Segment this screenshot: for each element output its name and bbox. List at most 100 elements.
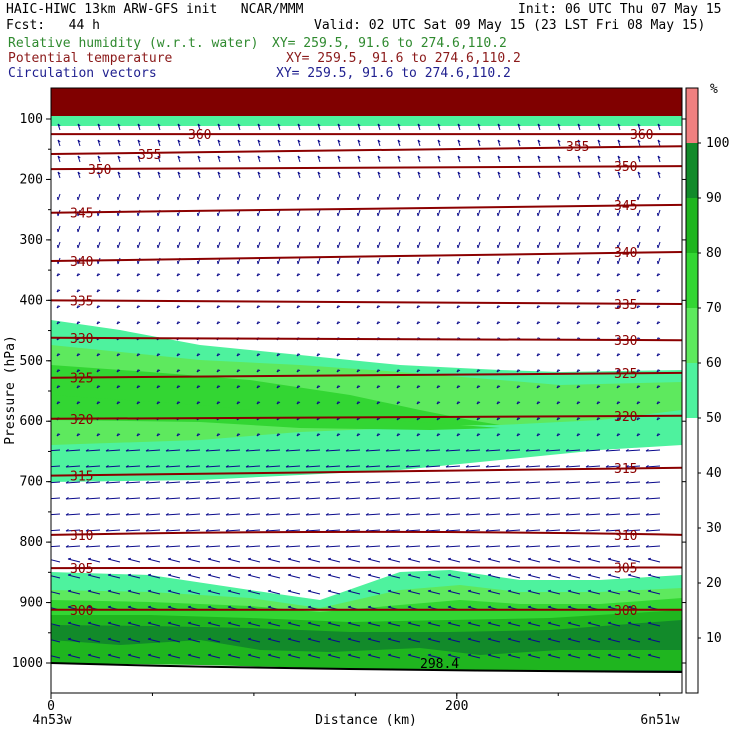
wind-vector [337,123,341,131]
wind-vector-head [46,465,49,467]
wind-vector [557,139,561,147]
wind-vector-head [225,512,229,516]
wind-vector-head [216,273,219,277]
wind-vector-head [377,155,381,159]
wind-vector-head [276,305,279,309]
wind-vector-head [447,557,452,560]
wind-vector-head [525,448,529,452]
wind-vector-head [405,496,409,500]
wind-vector [577,241,581,249]
wind-vector [97,241,101,249]
wind-vector-head [296,305,299,309]
wind-vector-head [525,480,529,484]
wind-vector [97,193,101,201]
wind-vector [517,225,521,233]
wind-vector-head [205,512,209,516]
wind-vector-head [327,573,332,576]
wind-vector-head [376,385,379,389]
wind-vector-head [176,321,179,325]
wind-vector-head [176,401,179,405]
wind-vector [385,513,401,516]
wind-vector-head [616,212,619,217]
wind-vector-head [125,496,129,500]
wind-vector-head [565,528,569,532]
wind-vector-head [396,321,399,325]
wind-vector-head [325,496,329,500]
wind-vector-head [625,464,629,468]
wind-vector [485,497,501,500]
wind-vector [357,171,361,179]
wind-vector [257,123,261,131]
wind-vector [137,171,141,179]
wind-vector-head [436,244,439,249]
colorbar-outline [685,87,699,694]
wind-vector-head [147,573,152,576]
wind-vector-head [427,557,432,560]
wind-vector-head [425,528,429,532]
wind-vector-head [256,305,259,309]
wind-vector-head [357,123,361,127]
wind-vector [127,654,141,659]
wind-vector-head [376,433,379,437]
wind-vector [585,481,601,484]
wind-vector [497,139,501,147]
wind-vector [105,545,121,548]
wind-vector [187,574,201,579]
wind-vector [187,654,201,659]
wind-vector-head [576,289,579,293]
wind-vector-head [276,369,279,373]
wind-vector [657,123,661,131]
wind-vector [257,193,261,201]
wind-vector [537,193,541,201]
wind-vector-head [656,369,659,373]
wind-vector [437,155,441,163]
wind-vector-head [125,480,129,484]
wind-vector [467,622,481,627]
wind-vector-head [256,353,259,357]
wind-vector-head [407,589,412,592]
wind-vector [457,257,461,265]
wind-vector [105,513,121,516]
wind-vector [307,654,321,659]
wind-vector-head [205,480,209,484]
wind-vector-head [116,385,119,389]
wind-vector [367,622,381,627]
wind-vector-head [605,512,609,516]
wind-vector-head [127,589,132,592]
wind-vector [317,193,321,201]
wind-vector [177,123,181,131]
wind-vector [207,638,221,643]
wind-vector-head [56,401,59,405]
wind-vector [525,497,541,500]
wind-vector [357,123,361,131]
wind-vector [67,574,81,579]
wind-vector-head [136,321,139,325]
wind-vector [605,545,621,548]
wind-vector [217,155,221,163]
wind-vector-head [456,260,459,265]
wind-vector-head [247,557,252,560]
wind-vector-head [156,244,159,249]
wind-vector [397,193,401,201]
wind-vector-head [585,512,589,516]
wind-vector-head [497,171,501,175]
wind-vector-head [156,321,159,325]
x-tick-label: 0 [47,699,55,714]
wind-vector [457,193,461,201]
wind-vector-head [96,305,99,309]
wind-vector [357,225,361,233]
wind-vector [185,497,201,500]
wind-vector [645,545,661,548]
wind-vector-head [205,528,209,532]
wind-vector [537,171,541,179]
wind-vector-head [545,480,549,484]
wind-vector-head [97,139,101,143]
wind-vector-head [416,212,419,217]
wind-vector [265,449,281,452]
wind-vector-head [316,260,319,265]
wind-vector-head [307,589,312,592]
wind-vector [207,654,221,659]
wind-vector [627,622,641,627]
wind-vector [117,171,121,179]
wind-vector-head [565,480,569,484]
